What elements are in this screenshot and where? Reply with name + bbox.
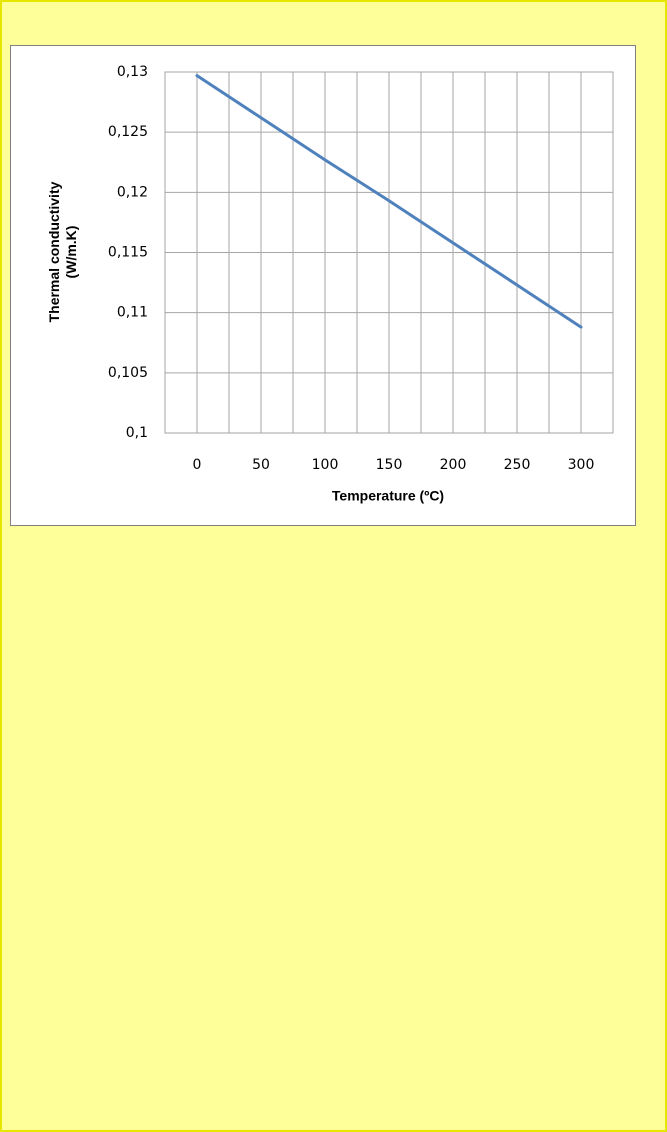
x-tick-label: 300 [568,457,595,473]
x-axis-title: Temperature (ºC) [332,488,444,504]
y-tick-label: 0,11 [117,305,148,321]
y-tick-label: 0,105 [108,365,148,381]
chart-frame [10,45,636,526]
y-tick-label: 0,1 [126,425,148,441]
x-tick-label: 250 [504,457,531,473]
y-tick-label: 0,125 [108,124,148,140]
y-tick-label: 0,115 [108,245,148,261]
x-tick-label: 100 [312,457,339,473]
y-tick-label: 0,13 [117,64,148,80]
x-tick-label: 200 [440,457,467,473]
data-line [195,74,583,329]
y-axis-title-line: Thermal conductivity [46,181,62,322]
y-axis-title-line: (W/m.K) [63,226,79,279]
y-axis-title: Thermal conductivity (W/m.K) [46,181,79,322]
x-tick-label: 150 [376,457,403,473]
plot-border [164,71,614,434]
plot: 0,1 0,105 0,11 0,115 0,12 0,125 0,13 0 50 100 150 2… [46,64,614,504]
x-tick-label: 50 [252,457,270,473]
x-tick-label: 0 [193,457,202,473]
y-tick-label: 0,12 [117,184,148,200]
